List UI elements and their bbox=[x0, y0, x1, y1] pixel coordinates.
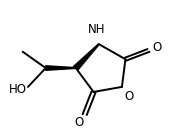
Text: NH: NH bbox=[88, 23, 106, 36]
Polygon shape bbox=[46, 66, 76, 70]
Polygon shape bbox=[73, 44, 99, 69]
Text: HO: HO bbox=[8, 83, 26, 96]
Text: O: O bbox=[124, 91, 134, 103]
Text: O: O bbox=[75, 116, 84, 129]
Text: O: O bbox=[152, 41, 161, 54]
